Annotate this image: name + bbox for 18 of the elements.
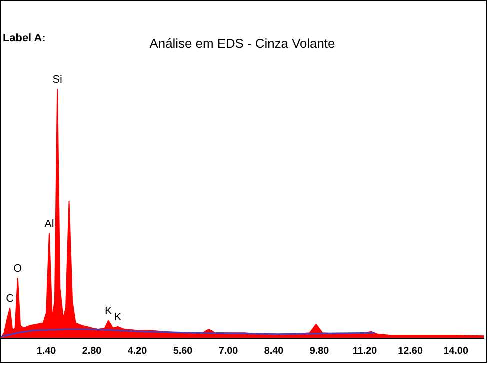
annotation: C: [6, 292, 14, 305]
annotation: O: [14, 263, 22, 276]
x-tick-label: 2.80: [82, 346, 102, 357]
x-tick-label: 1.40: [36, 346, 57, 357]
annotation: K: [114, 312, 122, 324]
text: Label A:: [2, 32, 46, 44]
x-tick-label: 9.80: [310, 346, 330, 357]
annotation: K: [104, 305, 113, 318]
x-tick-label: 11.20: [352, 346, 378, 357]
x-tick-label: 4.20: [128, 346, 148, 357]
annotation: Si: [52, 74, 62, 86]
x-tick-label: 5.60: [173, 346, 194, 357]
x-tick-label: 14.00: [444, 346, 469, 357]
x-tick-label: 12.60: [398, 346, 424, 357]
annotation: Al: [44, 218, 54, 230]
x-tick-label: 7.00: [218, 346, 239, 357]
chart-title: Análise em EDS - Cinza Volante: [150, 36, 336, 52]
x-tick-label: 8.40: [264, 346, 284, 357]
